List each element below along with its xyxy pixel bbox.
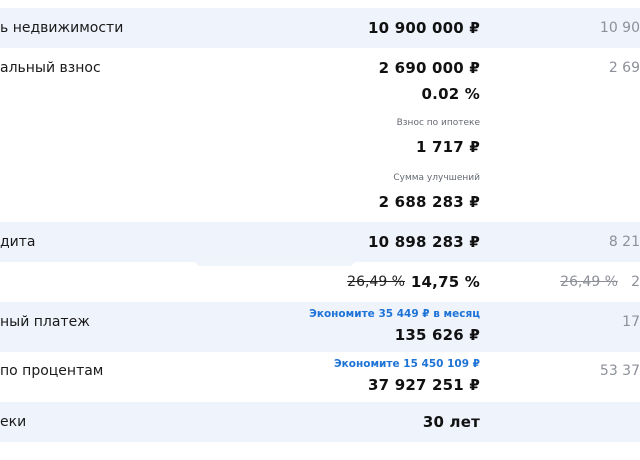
new-rate: 14,75 % bbox=[410, 273, 480, 291]
compare-new-rate: 2 bbox=[631, 274, 640, 290]
credit-compare: 8 21 bbox=[608, 234, 640, 250]
mortgage-fee-caption: Взнос по ипотеке bbox=[396, 118, 480, 128]
row-monthly-payment: ный платеж Экономите 35 449 ₽ в месяц 13… bbox=[0, 302, 640, 352]
monthly-payment-label: ный платеж bbox=[0, 314, 90, 330]
row-term: еки 30 лет bbox=[0, 402, 640, 442]
property-value-compare: 10 90 bbox=[599, 20, 640, 36]
down-payment-label: альный взнос bbox=[0, 60, 101, 76]
improvements-caption: Сумма улучшений bbox=[393, 173, 480, 183]
credit-label: дита bbox=[0, 234, 36, 250]
old-rate: 26,49 % bbox=[347, 274, 405, 290]
term-value: 30 лет bbox=[422, 413, 480, 431]
monthly-payment-value: 135 626 ₽ bbox=[394, 326, 480, 344]
property-value-label: ь недвижимости bbox=[0, 20, 124, 36]
row-property-value: ь недвижимости 10 900 000 ₽ 10 90 bbox=[0, 8, 640, 48]
row-down-payment: альный взнос 2 690 000 ₽ 2 69 0.02 % Взн… bbox=[0, 48, 640, 220]
down-payment-value: 2 690 000 ₽ bbox=[378, 59, 480, 77]
monthly-savings: Экономите 35 449 ₽ в месяц bbox=[309, 308, 480, 320]
compare-old-rate: 26,49 % bbox=[560, 274, 618, 290]
row-credit: дита 10 898 283 ₽ 8 21 bbox=[0, 222, 640, 262]
monthly-payment-compare: 17 bbox=[622, 314, 640, 330]
property-value: 10 900 000 ₽ bbox=[368, 19, 480, 37]
term-label: еки bbox=[0, 414, 27, 430]
down-payment-percent: 0.02 % bbox=[421, 85, 480, 103]
interest-value: 37 927 251 ₽ bbox=[368, 376, 480, 394]
credit-value: 10 898 283 ₽ bbox=[368, 233, 480, 251]
interest-label: по процентам bbox=[0, 363, 104, 379]
interest-savings: Экономите 15 450 109 ₽ bbox=[333, 358, 480, 370]
interest-compare: 53 37 bbox=[599, 363, 640, 379]
mortgage-fee-value: 1 717 ₽ bbox=[415, 138, 480, 156]
row-rate: 26,49 % 14,75 % 26,49 % 2 bbox=[0, 262, 640, 302]
down-payment-compare: 2 69 bbox=[608, 60, 640, 76]
improvements-value: 2 688 283 ₽ bbox=[378, 193, 480, 211]
row-interest: по процентам Экономите 15 450 109 ₽ 37 9… bbox=[0, 352, 640, 402]
